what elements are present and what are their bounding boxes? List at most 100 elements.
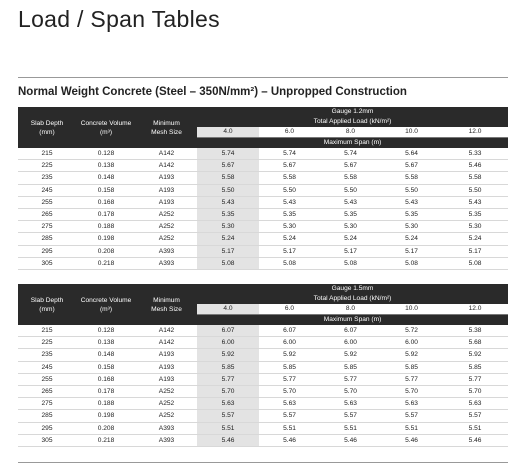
span-value: 5.77 [442,373,509,386]
span-value: 5.17 [381,245,442,258]
column-header-line: Slab Depth [30,119,64,127]
row-spec: 285 [18,409,76,423]
row-spec: 0.208 [76,245,136,258]
header-row: Maximum Span (m) [18,137,509,148]
row-spec: 0.178 [76,208,136,222]
span-value: 5.17 [197,245,259,258]
span-header: Maximum Span (m) [197,314,509,325]
row-spec: A142 [136,325,197,338]
span-value: 5.30 [442,220,509,234]
span-value: 6.07 [259,325,320,338]
span-value: 5.63 [381,397,442,411]
row-spec: A193 [136,348,197,362]
row-spec: A252 [136,208,197,222]
span-value: 5.58 [442,171,509,185]
load-value: 12.0 [442,304,509,315]
row-spec: 0.218 [76,434,136,447]
span-value: 5.70 [381,385,442,399]
data-row: 235 0.148 A193 5.92 5.92 5.92 5.92 5.92 [18,348,509,362]
row-spec: 225 [18,159,76,173]
row-spec: 0.168 [76,373,136,386]
span-value: 5.85 [320,361,381,374]
column-header: Minimum Mesh Size [136,107,197,148]
span-value: 5.63 [259,397,320,411]
column-header-line: Mesh Size [151,305,182,313]
row-spec: 245 [18,184,76,197]
span-value: 5.08 [442,257,509,270]
span-value: 5.70 [442,385,509,399]
column-header-line: (m³) [99,128,113,136]
span-value: 5.33 [442,148,509,161]
span-value: 5.24 [381,232,442,246]
span-value: 5.85 [381,361,442,374]
row-spec: A252 [136,409,197,423]
span-value: 5.63 [197,397,259,411]
row-spec: 0.178 [76,385,136,399]
load-value: 6.0 [259,304,320,315]
row-spec: 245 [18,361,76,374]
span-value: 5.58 [259,171,320,185]
row-spec: 0.138 [76,336,136,350]
row-spec: 305 [18,434,76,447]
row-spec: 0.168 [76,196,136,209]
row-spec: 265 [18,385,76,399]
row-spec: 295 [18,245,76,258]
span-value: 5.24 [320,232,381,246]
span-value: 5.46 [320,434,381,447]
span-value: 5.17 [320,245,381,258]
span-value: 5.57 [197,409,259,423]
span-value: 5.67 [381,159,442,173]
row-spec: 265 [18,208,76,222]
span-value: 5.74 [320,148,381,161]
load-value: 4.0 [197,127,259,138]
row-spec: 0.128 [76,325,136,338]
span-value: 5.77 [381,373,442,386]
data-row: 305 0.218 A393 5.08 5.08 5.08 5.08 5.08 [18,257,509,270]
row-spec: 285 [18,232,76,246]
span-value: 5.58 [381,171,442,185]
divider [18,462,508,463]
span-value: 5.51 [442,422,509,435]
span-value: 5.08 [320,257,381,270]
data-row: 275 0.188 A252 5.30 5.30 5.30 5.30 5.30 [18,220,509,234]
row-spec: 0.148 [76,348,136,362]
data-row: 225 0.138 A142 5.67 5.67 5.67 5.67 5.46 [18,159,509,173]
row-spec: 0.148 [76,171,136,185]
span-value: 5.08 [259,257,320,270]
span-value: 5.30 [259,220,320,234]
column-header: Slab Depth (mm) [18,107,76,148]
row-spec: 0.158 [76,184,136,197]
header-row: Total Applied Load (kN/m²) [18,117,509,127]
row-spec: A193 [136,196,197,209]
row-spec: A393 [136,422,197,435]
span-value: 5.46 [442,159,509,173]
span-value: 5.50 [442,184,509,197]
span-value: 5.67 [197,159,259,173]
span-value: 6.00 [197,336,259,350]
page-title: Load / Span Tables [18,6,220,32]
span-value: 5.92 [320,348,381,362]
span-value: 5.35 [381,208,442,222]
span-value: 5.24 [197,232,259,246]
row-spec: 305 [18,257,76,270]
span-value: 5.77 [320,373,381,386]
gauge-header: Gauge 1.5mm [197,284,509,294]
column-header: Concrete Volume (m³) [76,284,136,325]
column-header-line: Mesh Size [151,128,182,136]
span-value: 5.35 [259,208,320,222]
span-value: 6.00 [381,336,442,350]
column-header-line: (mm) [39,128,55,136]
span-value: 5.30 [320,220,381,234]
span-value: 5.70 [320,385,381,399]
row-spec: 275 [18,220,76,234]
data-row: 285 0.198 A252 5.57 5.57 5.57 5.57 5.57 [18,409,509,423]
row-spec: 0.198 [76,409,136,423]
span-value: 5.77 [259,373,320,386]
span-value: 5.70 [197,385,259,399]
span-value: 5.35 [442,208,509,222]
data-row: 245 0.158 A193 5.85 5.85 5.85 5.85 5.85 [18,361,509,374]
span-value: 6.07 [197,325,259,338]
column-header-line: Minimum [153,119,180,127]
span-value: 5.57 [442,409,509,423]
row-spec: 275 [18,397,76,411]
